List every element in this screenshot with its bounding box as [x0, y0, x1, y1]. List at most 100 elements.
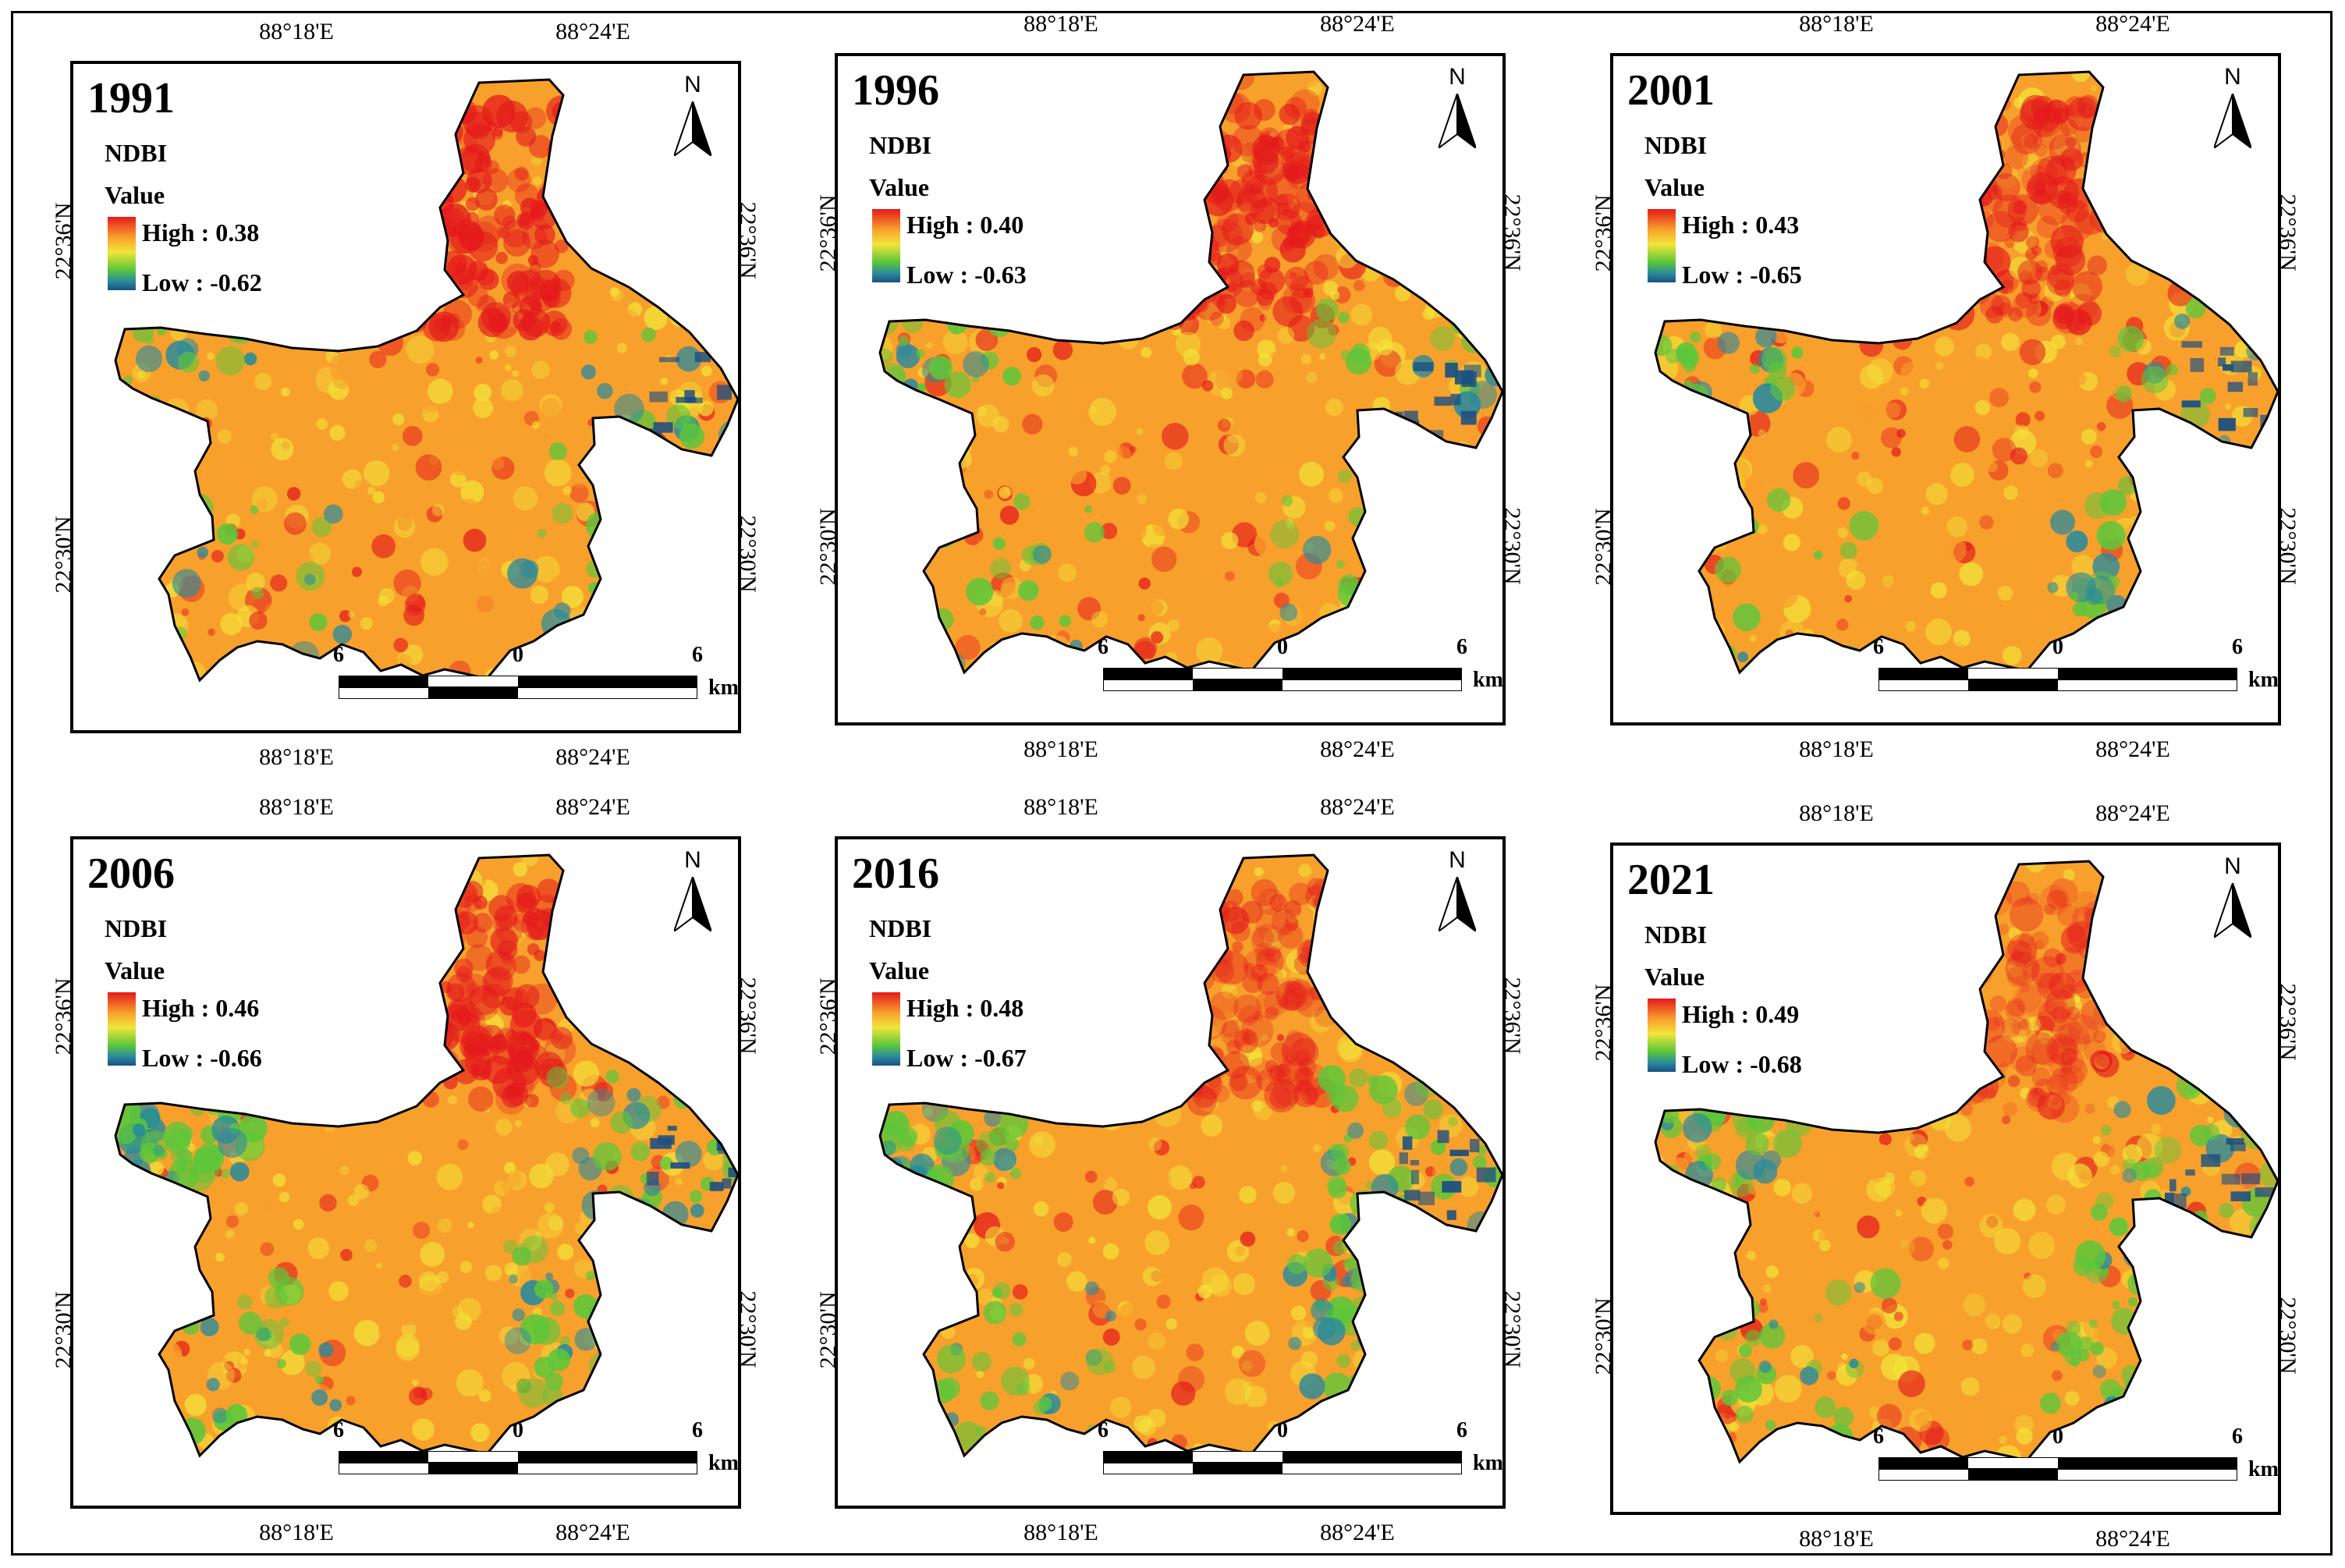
- texture-patch: [1786, 924, 1805, 944]
- texture-patch: [1813, 977, 1825, 988]
- texture-patch: [669, 377, 682, 389]
- texture-patch: [1000, 140, 1009, 148]
- texture-patch: [1676, 1193, 1694, 1211]
- texture-patch: [1399, 328, 1420, 349]
- texture-patch: [280, 1070, 290, 1080]
- built-up-patch: [1279, 104, 1300, 126]
- vegetation-patch: [1347, 1122, 1364, 1139]
- texture-patch: [1136, 427, 1144, 435]
- built-up-patch: [1268, 893, 1287, 912]
- texture-patch: [2118, 80, 2126, 87]
- texture-patch: [254, 373, 272, 391]
- texture-patch: [246, 573, 265, 592]
- built-up-patch: [417, 188, 434, 205]
- texture-patch: [1964, 1176, 1974, 1187]
- texture-patch: [1790, 241, 1802, 253]
- texture-patch: [2046, 1194, 2066, 1215]
- texture-patch: [632, 1290, 653, 1311]
- texture-patch: [1031, 374, 1055, 397]
- texture-patch: [1655, 303, 1666, 317]
- vegetation-patch: [2219, 1203, 2234, 1219]
- texture-patch: [627, 302, 643, 318]
- texture-patch: [169, 442, 184, 457]
- texture-patch: [2094, 1053, 2110, 1070]
- texture-patch: [1111, 1360, 1119, 1368]
- texture-patch: [2192, 144, 2204, 155]
- texture-patch: [958, 894, 984, 921]
- texture-patch: [699, 1238, 724, 1263]
- texture-patch: [569, 1360, 584, 1375]
- scale-label-right: 6: [2232, 1424, 2243, 1449]
- texture-patch: [1424, 547, 1449, 571]
- texture-patch: [226, 1368, 242, 1383]
- vegetation-patch: [197, 546, 209, 559]
- texture-patch: [688, 226, 717, 254]
- texture-patch: [1325, 172, 1345, 193]
- texture-patch: [137, 1414, 163, 1440]
- texture-patch: [957, 909, 970, 922]
- scale-unit: km: [2248, 668, 2279, 692]
- latitude-text: 22°36'N: [735, 977, 761, 1055]
- texture-patch: [1886, 399, 1907, 420]
- vegetation-patch: [1299, 1373, 1325, 1399]
- built-up-patch: [525, 1094, 539, 1108]
- built-up-patch: [2031, 956, 2064, 989]
- built-up-patch: [1180, 1047, 1191, 1059]
- texture-patch: [2092, 1136, 2101, 1144]
- built-up-patch: [403, 176, 420, 193]
- texture-patch: [1953, 630, 1971, 647]
- built-up-patch: [1985, 1087, 1997, 1099]
- built-up-patch: [1992, 194, 2027, 229]
- texture-patch: [912, 501, 925, 513]
- built-up-patch: [1174, 178, 1205, 209]
- built-up-patch: [506, 168, 531, 193]
- built-up-patch: [2065, 137, 2077, 148]
- texture-patch: [639, 952, 647, 960]
- texture-patch: [1001, 576, 1023, 599]
- texture-patch: [1112, 477, 1131, 495]
- texture-patch: [710, 1251, 736, 1278]
- built-up-patch: [1170, 110, 1181, 120]
- texture-patch: [505, 364, 512, 371]
- texture-patch: [501, 379, 523, 402]
- vegetation-patch: [1733, 603, 1761, 632]
- texture-patch: [1144, 1041, 1154, 1051]
- texture-patch: [1880, 318, 1905, 342]
- texture-patch: [1193, 941, 1212, 960]
- texture-patch: [318, 248, 338, 269]
- texture-patch: [990, 572, 1016, 598]
- texture-patch: [1251, 231, 1264, 243]
- texture-patch: [2256, 1254, 2278, 1279]
- built-up-patch: [1289, 882, 1312, 906]
- texture-patch: [2159, 169, 2167, 177]
- vegetation-patch: [1032, 545, 1052, 564]
- texture-patch: [1363, 469, 1376, 482]
- texture-patch: [1655, 412, 1668, 435]
- texture-patch: [1826, 1038, 1845, 1056]
- texture-patch: [2070, 283, 2091, 305]
- texture-patch: [1338, 612, 1364, 639]
- texture-patch: [1824, 954, 1837, 967]
- texture-patch: [1023, 1357, 1035, 1370]
- texture-patch: [1478, 286, 1492, 300]
- texture-patch: [1833, 1286, 1854, 1307]
- texture-patch: [146, 655, 156, 665]
- longitude-label-bottom-right: 88°24'E: [2095, 1526, 2170, 1552]
- texture-patch: [2258, 506, 2272, 520]
- vegetation-patch: [532, 1317, 561, 1346]
- texture-patch: [130, 1238, 144, 1252]
- texture-patch: [1137, 614, 1145, 622]
- texture-patch: [333, 195, 358, 220]
- built-up-patch: [2061, 1057, 2088, 1084]
- built-up-patch: [2008, 307, 2023, 322]
- texture-patch: [158, 413, 169, 424]
- texture-patch: [1341, 965, 1354, 978]
- ndbi-raster-map: [114, 78, 738, 683]
- scale-bar: 6 0 6 km: [333, 643, 739, 700]
- built-up-patch: [438, 134, 452, 149]
- built-up-patch: [550, 190, 561, 201]
- built-up-patch: [2031, 245, 2042, 256]
- texture-patch: [2245, 1384, 2269, 1408]
- texture-patch: [2133, 211, 2153, 232]
- latitude-text: 22°30'N: [51, 516, 76, 594]
